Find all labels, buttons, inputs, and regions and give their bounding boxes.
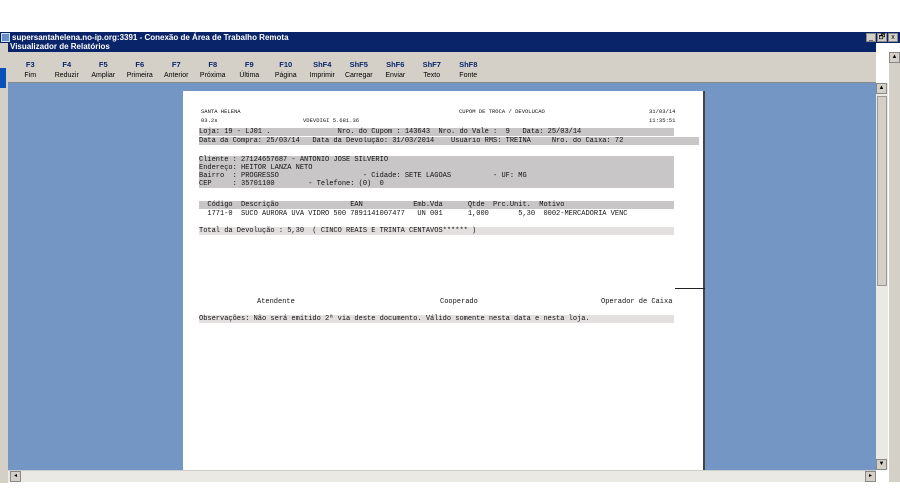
button-label: Última <box>239 72 260 79</box>
toolbar-button-página[interactable]: F10 Página <box>268 52 305 82</box>
button-label: Texto <box>423 72 441 79</box>
shortcut-key: ShF6 <box>386 60 405 69</box>
window-title-bar: supersantahelena.no-ip.org:3391 - Conexã… <box>0 32 900 43</box>
signature-line <box>675 288 705 289</box>
company-name: SANTA HELENA <box>201 108 241 115</box>
shortcut-key: ShF5 <box>349 60 368 69</box>
total-line: Total da Devolução : 5,30 ( CINCO REAIS … <box>199 227 674 235</box>
toolbar-button-ampliar[interactable]: F5 Ampliar <box>85 52 122 82</box>
window-controls: _ 🗗 x <box>866 33 898 42</box>
report-code: 03.2s <box>201 117 218 124</box>
scroll-up-icon[interactable]: ▲ <box>889 52 900 63</box>
remote-desktop-icon <box>1 33 10 42</box>
signature-cashier: Operador de Caixa <box>601 298 673 306</box>
scroll-up-icon[interactable]: ▲ <box>876 83 887 94</box>
button-label: Primeira <box>126 72 153 79</box>
button-label: Imprimir <box>309 72 335 79</box>
toolbar-button-anterior[interactable]: F7 Anterior <box>158 52 195 82</box>
shortcut-key: F9 <box>244 60 254 69</box>
toolbar-button-próxima[interactable]: F8 Próxima <box>195 52 232 82</box>
report-title: CUPOM DE TROCA / DEVOLUCAO <box>459 108 545 115</box>
toolbar-button-carregar[interactable]: ShF5 Carregar <box>341 52 378 82</box>
toolbar-button-última[interactable]: F9 Última <box>231 52 268 82</box>
district-line: Bairro : PROGRESSO - Cidade: SETE LAGOAS… <box>199 172 674 180</box>
scrollbar-thumb[interactable] <box>877 96 887 286</box>
toolbar-button-fonte[interactable]: ShF8 Fonte <box>450 52 487 82</box>
button-label: Página <box>274 72 297 79</box>
button-label: Carregar <box>344 72 373 79</box>
toolbar-button-primeira[interactable]: F6 Primeira <box>122 52 159 82</box>
shortcut-key: F4 <box>62 60 72 69</box>
button-label: Enviar <box>385 72 406 79</box>
store-line: Loja: 19 - LJ01 . Nro. do Cupom : 143643… <box>199 128 674 136</box>
button-label: Fonte <box>459 72 478 79</box>
dates-line: Data da Compra: 25/03/14 Data da Devoluç… <box>199 137 699 145</box>
address-line: Endereço: HEITOR LANZA NETO <box>199 164 674 172</box>
report-page: SANTA HELENA CUPOM DE TROCA / DEVOLUCAO … <box>183 91 705 470</box>
observations: Observações: Não será emitido 2ª via des… <box>199 315 674 323</box>
restore-button[interactable]: 🗗 <box>877 33 887 42</box>
toolbar-button-reduzir[interactable]: F4 Reduzir <box>49 52 86 82</box>
scroll-down-icon[interactable]: ▼ <box>876 459 887 470</box>
toolbar-button-texto[interactable]: ShF7 Texto <box>414 52 451 82</box>
button-label: Próxima <box>199 72 226 79</box>
signature-cooperado: Cooperado <box>440 298 478 306</box>
shortcut-key: ShF8 <box>459 60 478 69</box>
report-version: VDEVDIGI 5.681.36 <box>303 117 360 124</box>
report-date: 31/03/14 <box>649 108 676 115</box>
signature-attendant: Atendente <box>257 298 295 306</box>
shortcut-key: ShF7 <box>422 60 441 69</box>
shortcut-key: F8 <box>208 60 218 69</box>
horizontal-scrollbar[interactable]: ◂ ▸ <box>8 470 876 482</box>
shortcut-key: F3 <box>25 60 35 69</box>
outer-scrollbar[interactable]: ▲ <box>889 52 900 482</box>
shortcut-key: F6 <box>135 60 145 69</box>
table-header: Código Descrição EAN Emb.Vda Qtde Prc.Un… <box>199 201 674 209</box>
close-button[interactable]: x <box>888 33 898 42</box>
shortcut-key: F7 <box>171 60 181 69</box>
button-label: Fim <box>24 72 37 79</box>
left-tab[interactable] <box>0 68 6 88</box>
shortcut-key: ShF4 <box>313 60 332 69</box>
toolbar-button-imprimir[interactable]: ShF4 Imprimir <box>304 52 341 82</box>
button-label: Ampliar <box>91 72 116 79</box>
minimize-button[interactable]: _ <box>866 33 876 42</box>
scroll-right-icon[interactable]: ▸ <box>865 471 876 482</box>
toolbar-button-fim[interactable]: F3 Fim <box>12 52 49 82</box>
shortcut-key: F5 <box>98 60 108 69</box>
toolbar-button-enviar[interactable]: ShF6 Enviar <box>377 52 414 82</box>
app-title-bar: Visualizador de Relatórios <box>8 43 876 52</box>
scroll-left-icon[interactable]: ◂ <box>10 471 21 482</box>
button-label: Reduzir <box>54 72 79 79</box>
zip-line: CEP : 35701100 - Telefone: (0) 0 <box>199 180 674 188</box>
report-time: 11:35:51 <box>649 117 676 124</box>
left-edge <box>0 43 8 483</box>
client-line: Cliente : 27124657687 - ANTONIO JOSE SIL… <box>199 156 674 164</box>
table-row: 1771-0 SUCO AURORA UVA VIDRO 500 7891141… <box>199 210 628 218</box>
button-label: Anterior <box>163 72 189 79</box>
shortcut-key: F10 <box>279 60 293 69</box>
toolbar: F3 Fim F4 Reduzir F5 Ampliar F6 Primeira F7 Anter… <box>8 52 876 83</box>
